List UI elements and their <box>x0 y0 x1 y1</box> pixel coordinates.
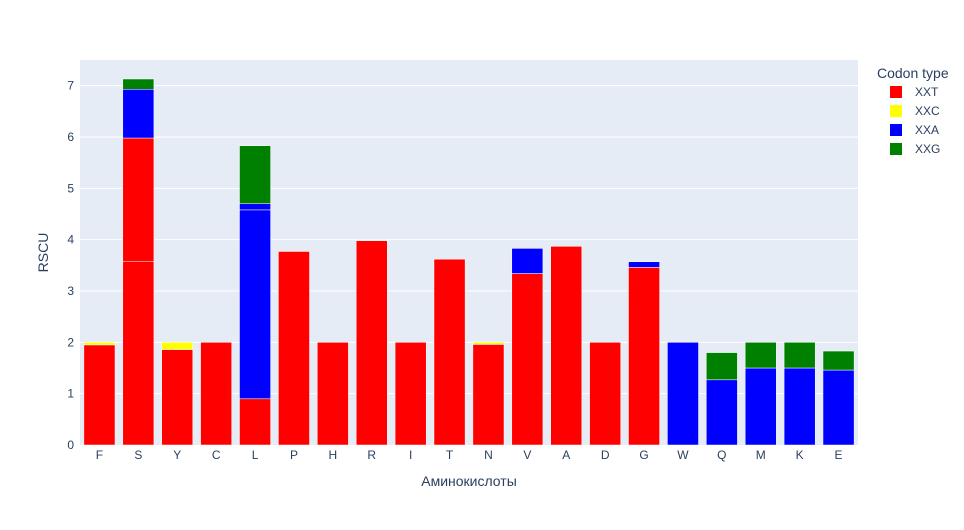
bar-segment-N-xxc[interactable] <box>472 342 505 345</box>
bar-segment-Q-xxg[interactable] <box>706 352 738 381</box>
y-axis-title: RSCU <box>35 233 51 273</box>
x-tick-label: Y <box>173 448 181 462</box>
y-tick-label: 6 <box>67 130 74 144</box>
legend-swatch <box>890 105 902 117</box>
x-tick-label: H <box>329 448 338 462</box>
legend[interactable]: Codon type XXT XXC XXA XXG <box>877 65 949 156</box>
bar-segment-A-xxt[interactable] <box>550 246 583 446</box>
x-tick-label: N <box>484 448 493 462</box>
bar-segment-V-xxt[interactable] <box>511 273 544 446</box>
bar-segment-C-xxt[interactable] <box>200 342 232 446</box>
x-tick-label: V <box>523 448 531 462</box>
plot-background <box>80 60 858 445</box>
bars-layer <box>83 78 855 446</box>
legend-label: XXC <box>915 104 940 118</box>
x-tick-label: I <box>409 448 412 462</box>
x-tick-label: A <box>562 448 570 462</box>
x-tick-label: S <box>134 448 142 462</box>
bar-segment-D-xxt[interactable] <box>589 342 621 446</box>
bar-segment-G-xxa[interactable] <box>628 261 660 268</box>
bar-segment-V-xxa[interactable] <box>511 248 544 274</box>
legend-title: Codon type <box>877 65 949 81</box>
y-tick-label: 5 <box>67 181 74 195</box>
bar-segment-L-xxa[interactable] <box>239 203 271 211</box>
y-tick-label: 7 <box>67 79 74 93</box>
x-tick-label: D <box>601 448 610 462</box>
legend-item-xxt[interactable]: XXT <box>890 85 939 99</box>
x-axis-title: Аминокислоты <box>421 473 517 489</box>
x-tick-label: M <box>756 448 766 462</box>
legend-swatch <box>890 124 902 136</box>
bar-segment-R-xxt[interactable] <box>355 240 388 446</box>
bar-segment-Y-xxt[interactable] <box>161 349 194 446</box>
bar-segment-S-xxt[interactable] <box>122 137 155 262</box>
x-tick-label: G <box>639 448 648 462</box>
x-tick-label: E <box>835 448 843 462</box>
bar-segment-M-xxa[interactable] <box>744 367 777 446</box>
bar-segment-K-xxg[interactable] <box>783 342 816 369</box>
y-tick-label: 3 <box>67 284 74 298</box>
x-tick-label: W <box>677 448 689 462</box>
legend-items[interactable]: XXT XXC XXA XXG <box>890 85 940 156</box>
legend-swatch <box>890 143 902 155</box>
legend-swatch <box>890 86 902 98</box>
bar-segment-M-xxg[interactable] <box>744 342 777 369</box>
bar-segment-K-xxa[interactable] <box>783 367 816 446</box>
y-axis-ticks: 0 1 2 3 4 5 6 7 <box>67 79 74 452</box>
legend-label: XXA <box>915 123 939 137</box>
x-tick-label: F <box>96 448 103 462</box>
bar-segment-T-xxt[interactable] <box>433 258 466 446</box>
x-tick-label: R <box>367 448 376 462</box>
legend-item-xxg[interactable]: XXG <box>890 142 940 156</box>
y-tick-label: 4 <box>67 233 74 247</box>
legend-label: XXT <box>915 85 939 99</box>
bar-segment-W-xxa[interactable] <box>667 342 699 446</box>
bar-segment-S-xxa[interactable] <box>122 89 155 139</box>
y-tick-label: 2 <box>67 335 74 349</box>
x-tick-label: P <box>290 448 298 462</box>
bar-segment-L-xxa[interactable] <box>239 209 271 400</box>
bar-segment-S-xxt[interactable] <box>122 260 155 446</box>
bar-segment-F-xxt[interactable] <box>83 344 116 446</box>
bar-segment-E-xxa[interactable] <box>822 369 855 446</box>
bar-segment-L-xxg[interactable] <box>239 145 271 204</box>
bar-segment-G-xxt[interactable] <box>628 267 660 446</box>
x-tick-label: L <box>252 448 259 462</box>
bar-segment-N-xxt[interactable] <box>472 344 505 446</box>
bar-segment-S-xxg[interactable] <box>122 78 155 90</box>
bar-segment-E-xxg[interactable] <box>822 350 855 371</box>
legend-item-xxc[interactable]: XXC <box>890 104 940 118</box>
y-tick-label: 0 <box>67 438 74 452</box>
bar-segment-H-xxt[interactable] <box>317 342 349 446</box>
bar-segment-L-xxt[interactable] <box>239 398 271 446</box>
bar-segment-I-xxt[interactable] <box>394 342 427 446</box>
legend-item-xxa[interactable]: XXA <box>890 123 939 137</box>
legend-label: XXG <box>915 142 940 156</box>
x-tick-label: C <box>212 448 221 462</box>
bar-segment-Y-xxc[interactable] <box>161 342 194 350</box>
x-tick-label: T <box>446 448 454 462</box>
x-tick-label: Q <box>717 448 726 462</box>
bar-segment-F-xxc[interactable] <box>83 342 116 346</box>
bar-segment-P-xxt[interactable] <box>278 251 310 446</box>
bar-segment-Q-xxa[interactable] <box>706 379 738 446</box>
y-tick-label: 1 <box>67 387 74 401</box>
x-tick-label: K <box>796 448 804 462</box>
